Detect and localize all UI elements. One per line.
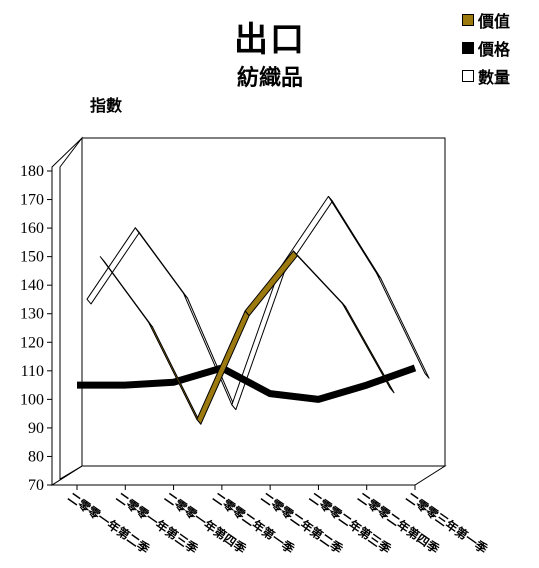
x-tick-label: 二零零二年第三季 — [307, 489, 395, 557]
plot-back-wall — [81, 137, 446, 467]
x-tick-label: 二零零一年第四季 — [162, 489, 250, 557]
legend-swatch-value — [462, 14, 474, 26]
y-tick-label: 100 — [20, 391, 44, 408]
legend-label-quantity: 數量 — [478, 68, 511, 87]
legend-label-price: 價格 — [478, 40, 511, 59]
legend-item-quantity: 數量 — [462, 62, 510, 90]
y-tick-label: 70 — [28, 477, 44, 494]
y-axis-label: 指數 — [90, 96, 123, 115]
x-tick-label: 二零零二年第四季 — [355, 489, 443, 557]
legend-label-value: 價值 — [478, 12, 511, 31]
legend-item-price: 價格 — [462, 34, 510, 62]
y-tick-label: 180 — [20, 163, 44, 180]
plot-side-wall — [51, 136, 83, 486]
plot-floor — [50, 465, 447, 486]
chart-subtitle: 紡織品 — [236, 66, 303, 91]
legend-item-value: 價值 — [462, 6, 510, 34]
legend: 價值 價格 數量 — [462, 6, 510, 90]
y-tick-label: 150 — [20, 249, 44, 266]
y-tick-label: 120 — [20, 334, 44, 351]
y-tick-label: 110 — [21, 363, 44, 380]
series-line-price — [77, 364, 417, 403]
x-tick-label: 二零零二年第一季 — [210, 489, 298, 557]
x-tick-label: 二零零一年第三季 — [114, 489, 202, 557]
series-segment-value — [341, 301, 395, 394]
x-tick-label: 二零零二年第二季 — [258, 489, 346, 557]
legend-swatch-quantity — [462, 70, 474, 82]
y-tick-label: 80 — [28, 448, 44, 465]
chart-title: 出口 — [234, 20, 306, 60]
y-tick-label: 170 — [20, 192, 44, 209]
legend-swatch-price — [462, 42, 474, 54]
y-tick-label: 130 — [20, 306, 44, 323]
y-tick-label: 140 — [20, 277, 44, 294]
y-tick-label: 160 — [20, 220, 44, 237]
y-tick-label: 90 — [28, 420, 44, 437]
plot-side-wall-inner — [59, 136, 83, 480]
x-tick-label: 二零零三年第一季 — [403, 489, 491, 557]
series-segment-quantity — [376, 272, 430, 379]
x-tick-label: 二零零一年第二季 — [65, 489, 153, 557]
